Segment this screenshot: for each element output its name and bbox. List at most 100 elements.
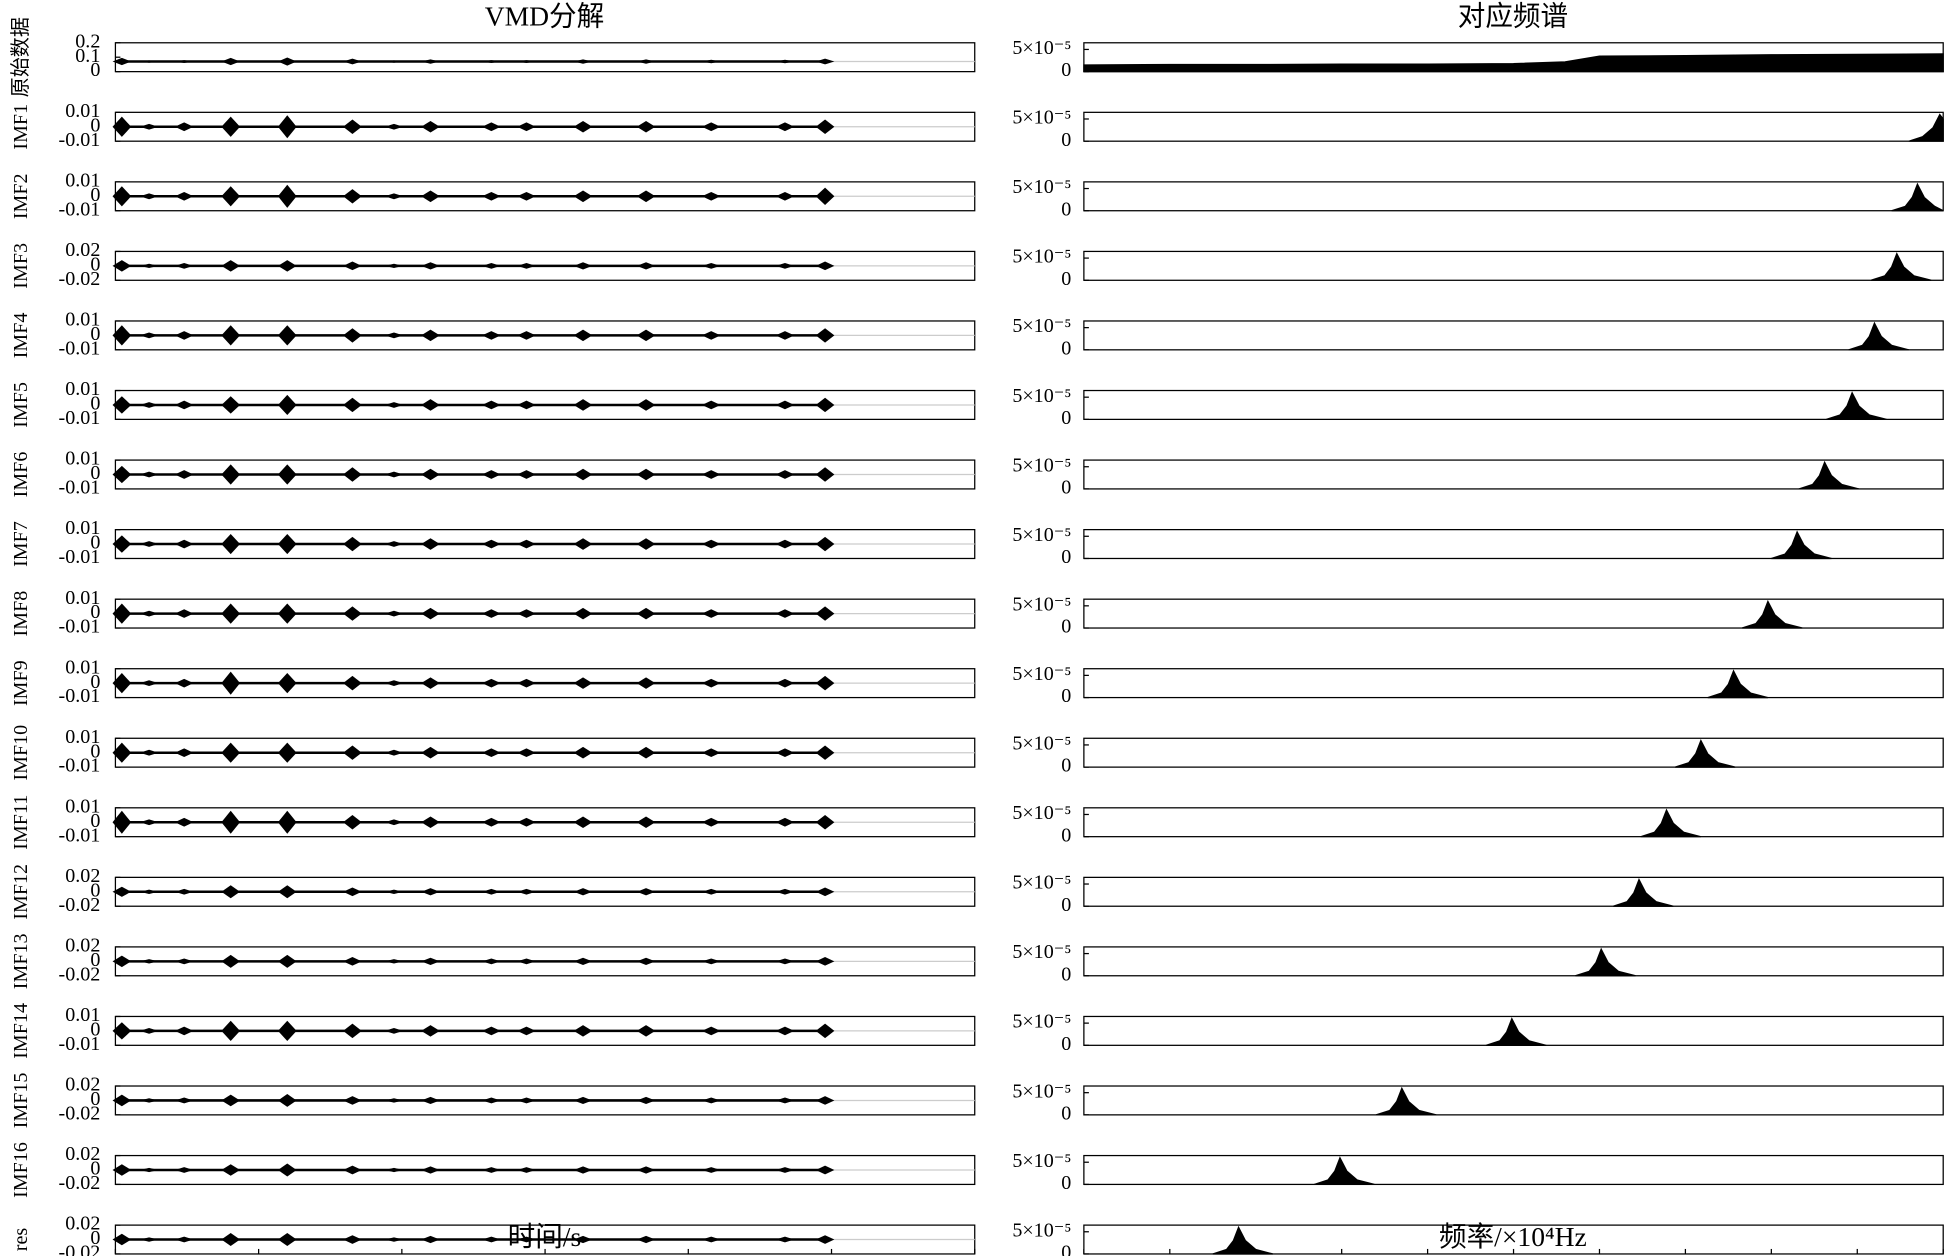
burst	[573, 468, 593, 481]
burst	[517, 1167, 536, 1173]
burst	[636, 329, 656, 342]
burst	[775, 1097, 795, 1104]
burst	[701, 1167, 721, 1173]
spectrum-area	[1826, 391, 1887, 421]
spectrum-area	[1771, 530, 1832, 560]
y-tick-label: -0.01	[59, 755, 101, 777]
burst	[775, 470, 795, 479]
x-axis-label: 时间/s	[508, 1221, 582, 1252]
burst	[517, 1097, 536, 1104]
burst	[277, 603, 297, 624]
spectrum-area	[1212, 1225, 1274, 1255]
plot-box	[1083, 111, 1944, 142]
burst	[384, 1098, 404, 1103]
burst	[815, 1235, 835, 1244]
burst	[573, 888, 593, 896]
y-tick-label: -0.01	[59, 337, 101, 359]
y-tick-label: 0	[1061, 616, 1071, 638]
burst	[139, 193, 159, 200]
y-tick-label: -0.02	[59, 1172, 101, 1194]
burst	[815, 536, 835, 552]
burst	[421, 538, 440, 550]
burst	[277, 1020, 297, 1041]
burst	[701, 122, 721, 132]
row-label: IMF13	[10, 933, 32, 989]
row-label: IMF10	[10, 725, 32, 781]
plot-box	[1083, 459, 1944, 490]
burst	[139, 959, 159, 964]
burst	[421, 59, 440, 64]
y-tick-label: 5×10⁻⁵	[1012, 385, 1071, 407]
burst	[701, 958, 721, 965]
y-tick-label: -0.02	[59, 1102, 101, 1124]
burst	[775, 539, 795, 549]
burst	[815, 1023, 835, 1039]
y-tick-label: 5×10⁻⁵	[1012, 1011, 1071, 1033]
y-tick-label: 0.1	[75, 45, 100, 67]
y-tick-label: 5×10⁻⁵	[1012, 593, 1071, 615]
burst	[636, 59, 656, 64]
burst	[573, 607, 593, 620]
burst	[277, 325, 297, 346]
burst	[421, 677, 440, 689]
burst	[573, 677, 593, 689]
burst	[421, 888, 440, 896]
burst	[277, 742, 297, 763]
burst	[139, 60, 159, 63]
burst	[517, 470, 536, 479]
burst	[701, 748, 721, 758]
burst	[221, 57, 241, 66]
burst	[343, 536, 362, 552]
burst	[421, 262, 440, 270]
y-tick-label: 0.02	[65, 935, 100, 957]
spectrum-area	[1613, 878, 1674, 907]
burst	[517, 331, 536, 340]
burst	[174, 817, 194, 827]
y-tick-label: 0	[90, 393, 100, 415]
burst	[174, 678, 194, 688]
burst	[384, 1028, 404, 1034]
plot-box	[1083, 528, 1944, 560]
burst	[112, 260, 132, 272]
burst	[112, 1094, 132, 1107]
burst	[482, 958, 501, 965]
row-label: IMF1	[10, 104, 32, 150]
y-tick-label: -0.02	[59, 894, 101, 916]
burst	[573, 1025, 593, 1037]
row-label: IMF12	[10, 864, 32, 920]
burst	[815, 1096, 835, 1105]
burst	[139, 1237, 159, 1242]
burst	[482, 191, 501, 201]
burst	[174, 958, 194, 965]
burst	[573, 262, 593, 270]
burst	[277, 184, 297, 208]
burst	[384, 1237, 404, 1242]
y-tick-label: 0	[1061, 755, 1071, 777]
burst	[421, 468, 440, 481]
burst	[775, 817, 795, 827]
burst	[573, 1166, 593, 1174]
burst	[221, 1020, 241, 1041]
spectrum-area	[1707, 669, 1769, 699]
burst	[384, 889, 404, 894]
y-tick-label: 0	[90, 1088, 100, 1110]
plot-box	[1083, 876, 1944, 907]
burst	[221, 533, 241, 555]
burst	[482, 539, 501, 549]
burst	[343, 397, 362, 413]
burst	[421, 120, 440, 133]
burst	[573, 1096, 593, 1105]
burst	[174, 191, 194, 201]
burst	[139, 541, 159, 547]
y-tick-label: 5×10⁻⁵	[1012, 315, 1071, 337]
y-tick-label: 0.2	[75, 30, 100, 52]
burst	[573, 120, 593, 133]
burst	[221, 1094, 241, 1107]
burst	[384, 471, 404, 478]
burst	[139, 889, 159, 894]
burst	[384, 959, 404, 964]
burst	[573, 816, 593, 829]
y-tick-label: 5×10⁻⁵	[1012, 1080, 1071, 1102]
burst	[421, 1025, 440, 1037]
